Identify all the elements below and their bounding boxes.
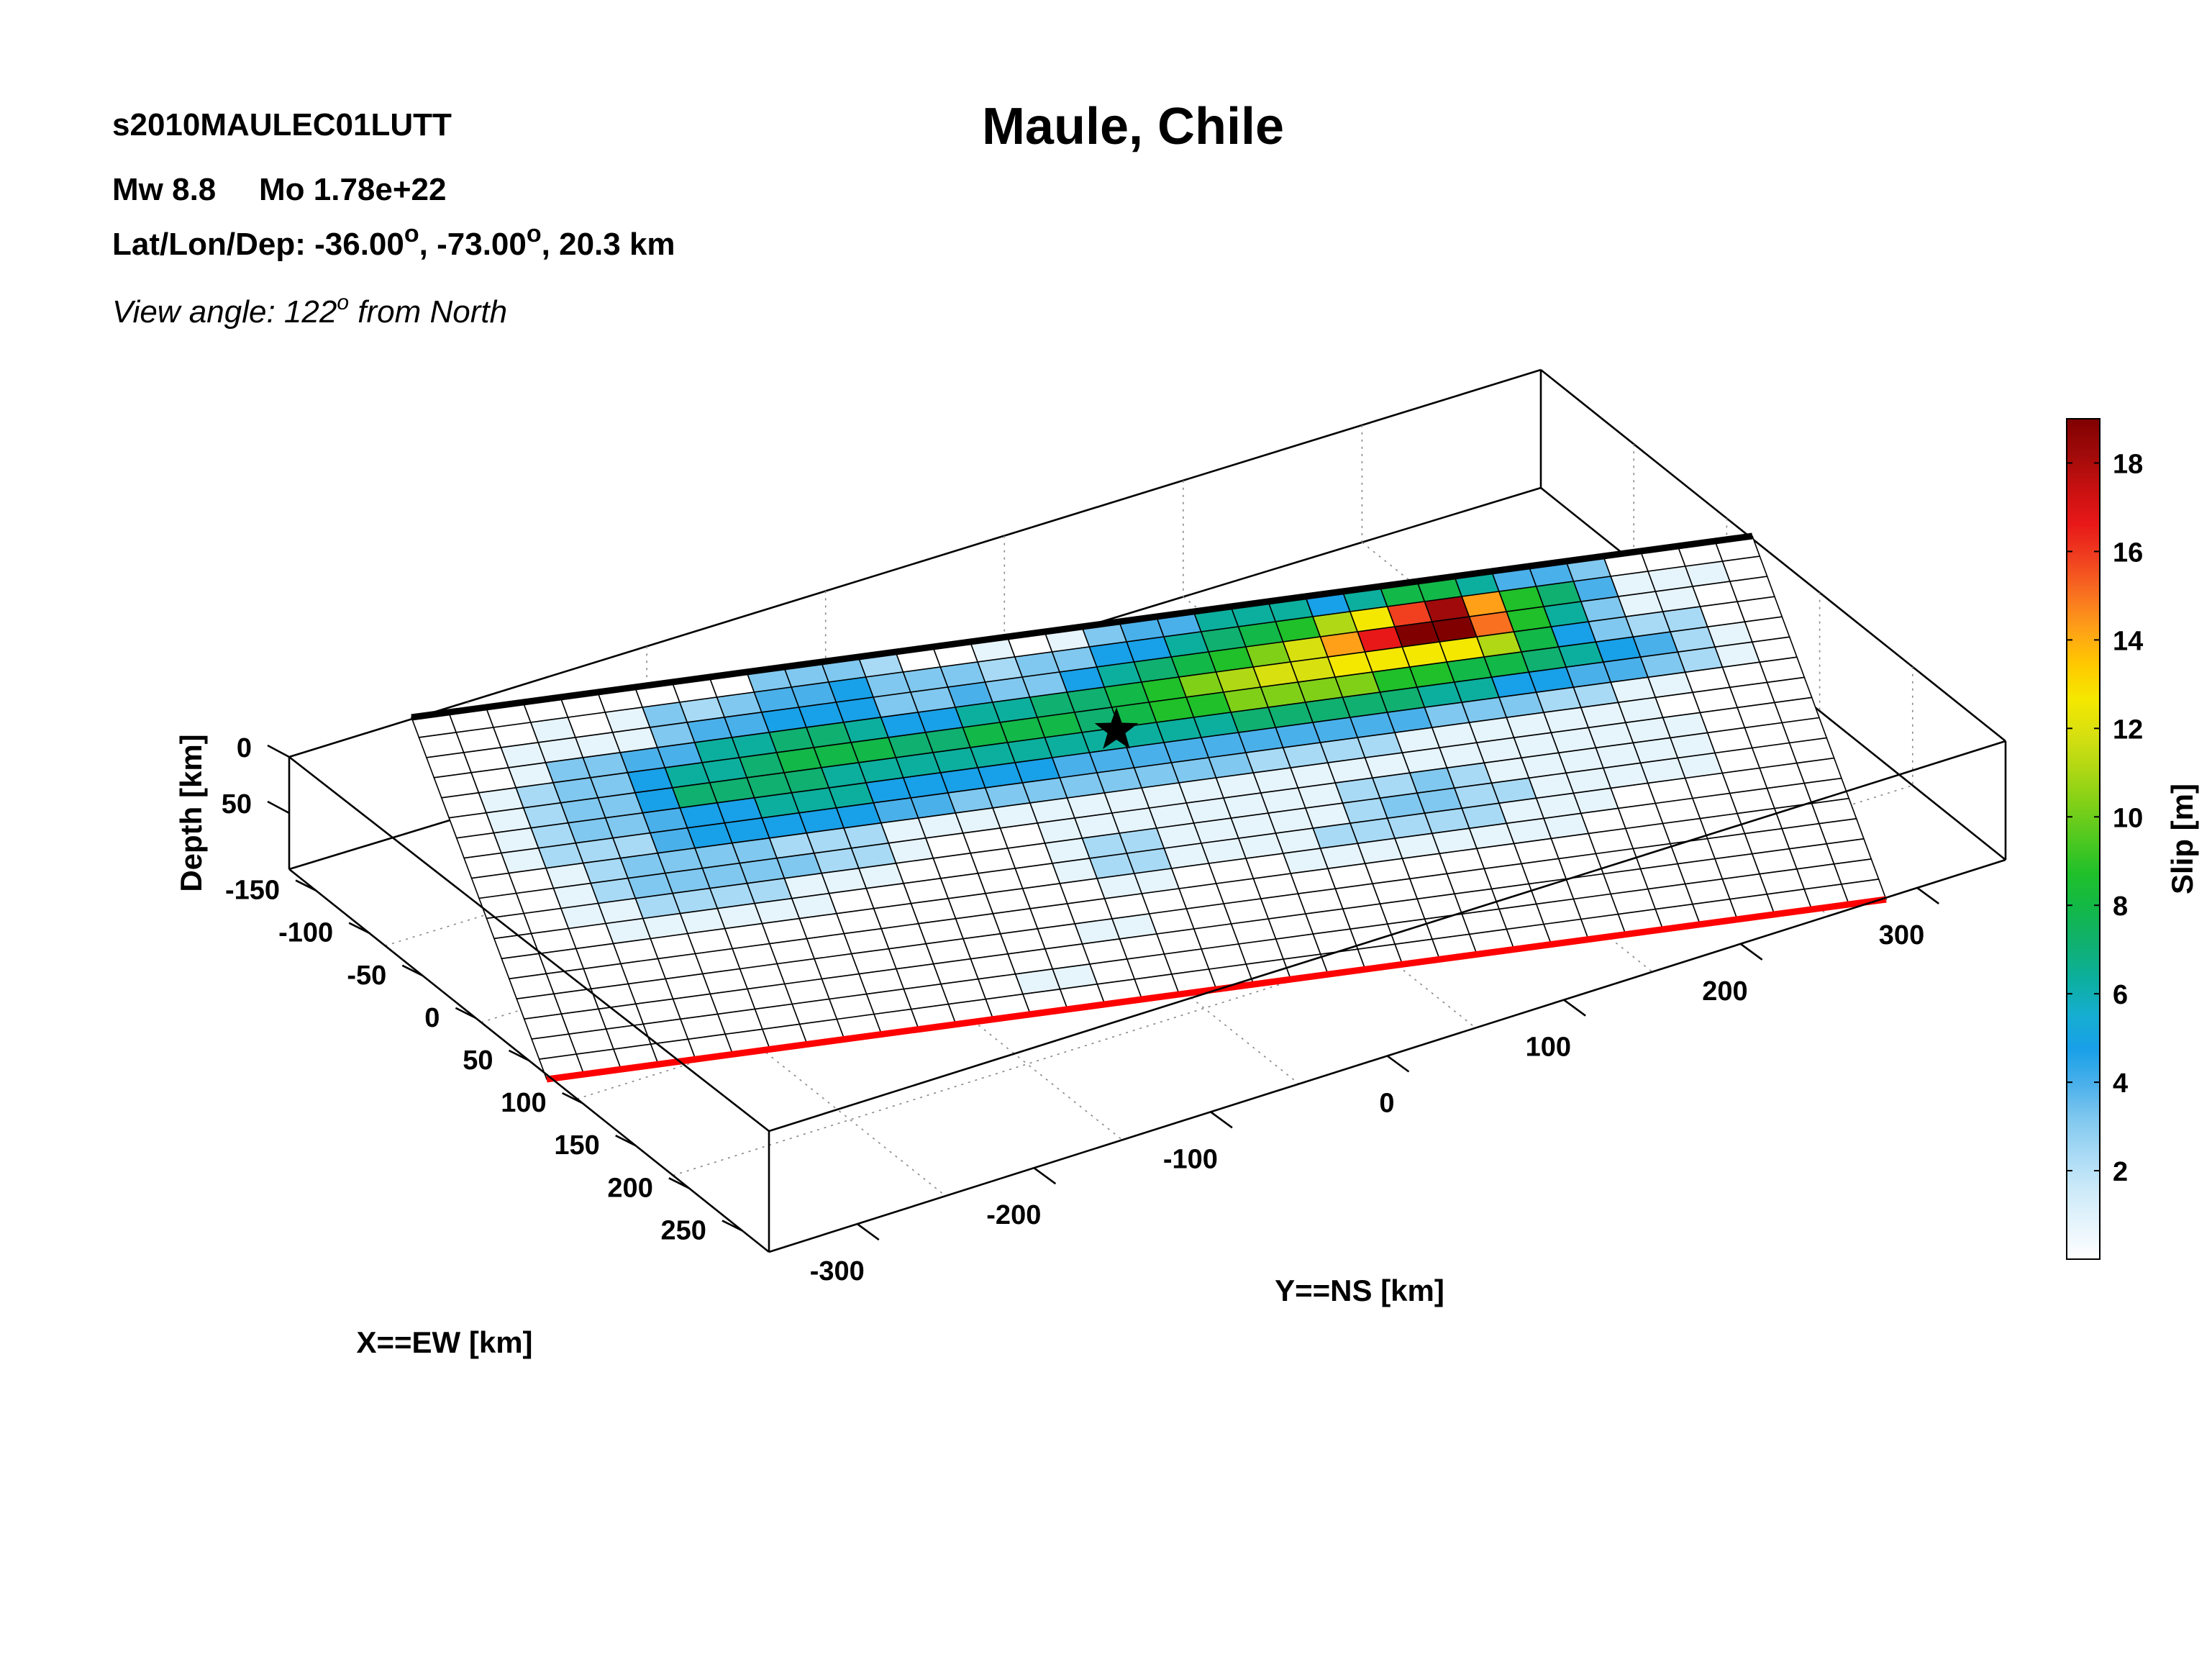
colorbar-tick-label: 6: [2113, 980, 2128, 1010]
tick-label: 200: [1702, 976, 1747, 1007]
z-tick: [267, 744, 290, 758]
axis-ticks: -150 -100 -50 0 50 100 150 200 250 -300 -200 -100 0 1…: [222, 733, 1939, 1286]
tick-label: 0: [424, 1003, 440, 1033]
tick-label: -50: [347, 961, 386, 991]
colorbar: [2066, 418, 2101, 1260]
tick-label: 0: [1379, 1089, 1394, 1119]
lon-degree: o: [527, 220, 542, 248]
tick-label: 150: [554, 1130, 599, 1161]
moment-magnitude: Mw 8.8: [112, 172, 216, 207]
y-tick: [1916, 886, 1939, 904]
tick-label: -100: [1163, 1144, 1218, 1174]
tick-label: 0: [237, 733, 252, 763]
colorbar-tick-label: 10: [2113, 803, 2143, 833]
z-tick: [267, 800, 290, 814]
view-degree: o: [337, 291, 349, 314]
y-tick: [1739, 943, 1763, 961]
location-prefix: Lat/Lon/Dep:: [112, 227, 314, 262]
tick-label: -150: [225, 876, 280, 906]
colorbar-tick-label: 18: [2113, 449, 2143, 479]
box-edge-back: [288, 368, 1542, 758]
box-edge-front: [768, 740, 2006, 1133]
lat-degree: o: [404, 220, 419, 248]
box-edge-back: [1540, 368, 2006, 743]
view-prefix: View angle: 122: [112, 294, 337, 330]
chart-title: Maule, Chile: [982, 98, 1284, 155]
fault-top-edge: [411, 532, 1753, 721]
colorbar-tick-label: 12: [2113, 714, 2143, 745]
tick-label: 100: [1526, 1033, 1571, 1063]
colorbar-tick-label: 8: [2113, 891, 2128, 922]
colorbar-tick-label: 16: [2113, 537, 2143, 568]
tick-label: 250: [661, 1215, 706, 1245]
event-id: s2010MAULEC01LUTT: [112, 107, 452, 142]
tick-label: -100: [278, 918, 333, 948]
lon-value: -73.00: [437, 227, 527, 262]
x-axis-label: X==EW [km]: [356, 1325, 532, 1359]
tick-label: 50: [222, 789, 252, 820]
y-tick: [1386, 1055, 1410, 1073]
x-tick: [668, 1177, 690, 1189]
tick-label: 200: [607, 1173, 652, 1203]
colorbar-label: Slip [m]: [2165, 784, 2199, 894]
tick-label: 100: [501, 1088, 546, 1118]
x-tick: [508, 1049, 530, 1062]
lat-value: -36.00: [314, 227, 404, 262]
gridline: [673, 784, 1913, 1176]
colorbar-tick-label: 4: [2113, 1068, 2128, 1099]
view-angle: View angle: 122o from North: [112, 291, 507, 330]
y-tick: [1210, 1111, 1233, 1129]
tick-label: 50: [463, 1045, 493, 1076]
seismic-moment: Mo 1.78e+22: [259, 172, 447, 207]
box-edge-front: [288, 755, 770, 1133]
x-tick: [562, 1092, 583, 1104]
y-axis-label: Y==NS [km]: [1275, 1274, 1444, 1307]
x-tick: [615, 1135, 637, 1147]
x-tick: [455, 1007, 476, 1020]
y-tick: [1563, 999, 1586, 1017]
sep-2: ,: [542, 227, 559, 262]
view-suffix: from North: [349, 294, 507, 330]
tick-label: -200: [986, 1200, 1041, 1230]
x-tick: [722, 1220, 743, 1232]
colorbar-tick-label: 14: [2113, 626, 2143, 656]
x-tick: [348, 922, 370, 934]
y-tick: [1033, 1167, 1057, 1185]
colorbar-tick-label: 2: [2113, 1157, 2128, 1187]
z-axis-label: Depth [km]: [174, 734, 208, 891]
tick-label: 300: [1879, 920, 1924, 950]
hypocenter-star: [1094, 707, 1139, 749]
colorbar-ticks: 2 4 6 8 10 12 14 16 18: [2067, 449, 2143, 1187]
x-tick: [295, 879, 317, 891]
x-tick: [401, 964, 423, 976]
slip-grid: [410, 532, 1888, 1083]
tick-label: -300: [810, 1256, 865, 1286]
hypocenter-location: Lat/Lon/Dep: -36.00o, -73.00o, 20.3 km: [112, 220, 675, 262]
y-tick: [857, 1223, 880, 1241]
sep-1: ,: [419, 227, 437, 262]
dep-value: 20.3 km: [559, 227, 675, 262]
